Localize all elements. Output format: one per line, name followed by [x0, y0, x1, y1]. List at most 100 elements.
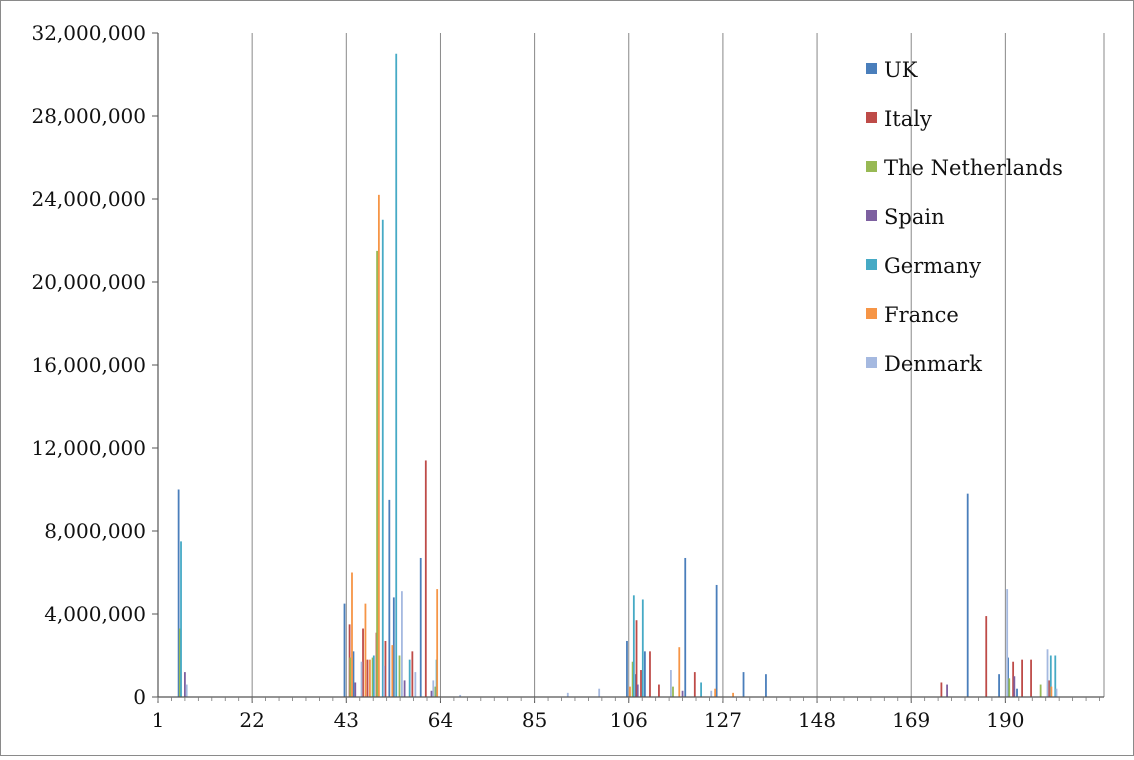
bar-germany-6: [632, 595, 635, 697]
bar-france-8: [714, 688, 717, 697]
y-tick-label: 28,000,000: [31, 104, 146, 128]
legend-label-denmark: Denmark: [884, 352, 982, 376]
bar-denmark-0: [185, 684, 188, 697]
bar-the-netherlands-3: [376, 250, 378, 697]
bar-italy-2: [366, 659, 369, 697]
bar-denmark-10: [710, 690, 713, 697]
y-axis-tick-labels: 0 4,000,000 8,000,000 12,000,000 16,000,000 2…: [31, 21, 146, 709]
bar-italy-7: [635, 620, 638, 697]
bar-denmark-6: [459, 694, 462, 697]
bar-the-netherlands-9: [1039, 684, 1042, 697]
y-tick-label: 20,000,000: [31, 270, 146, 294]
y-tick-label: 32,000,000: [31, 21, 146, 45]
bar-france-4: [391, 645, 394, 697]
bar-denmark-7: [566, 692, 569, 697]
bar-germany-10: [1054, 655, 1057, 697]
bar-uk-1: [343, 603, 346, 697]
bar-uk-6: [419, 557, 422, 697]
bar-germany-1: [372, 655, 375, 697]
legend-label-germany: Germany: [884, 254, 981, 278]
bar-spain-6: [946, 684, 948, 697]
bar-germany-0: [180, 541, 182, 697]
bar-denmark-9: [670, 670, 672, 697]
bar-the-netherlands-8: [1008, 678, 1011, 697]
bar-italy-14: [1012, 661, 1015, 697]
y-tick-label: 12,000,000: [31, 436, 146, 460]
bar-france-0: [351, 572, 353, 697]
bar-italy-10: [658, 684, 660, 697]
bar-uk-9: [643, 651, 646, 697]
legend-swatch-spain: [866, 210, 877, 221]
x-tick-label: 43: [334, 708, 359, 732]
bar-denmark-4: [414, 672, 417, 697]
bar-uk-13: [765, 674, 767, 697]
bar-france-3: [377, 194, 380, 697]
x-tick-label: 148: [798, 708, 836, 732]
bar-denmark-12: [1046, 649, 1049, 697]
bar-germany-7: [641, 599, 644, 697]
bars-layer: [177, 53, 1058, 697]
bar-uk-5: [392, 597, 395, 697]
bar-uk-10: [684, 557, 687, 697]
bar-germany-9: [1049, 655, 1052, 697]
x-tick-label: 169: [892, 708, 930, 732]
y-tick-label: 16,000,000: [31, 353, 146, 377]
bar-denmark-3: [401, 591, 403, 697]
legend: UK Italy The Netherlands Spain Germany France…: [866, 58, 1063, 376]
bar-uk-11: [715, 584, 718, 697]
bar-france-5: [436, 589, 439, 697]
bar-italy-17: [1048, 680, 1050, 697]
x-tick-label: 64: [428, 708, 453, 732]
bar-uk-15: [998, 674, 1000, 697]
bar-spain-1: [354, 682, 357, 697]
bar-the-netherlands-7: [672, 686, 674, 697]
bar-italy-16: [1030, 659, 1032, 697]
bar-italy-8: [640, 670, 642, 697]
y-tick-label: 0: [133, 685, 146, 709]
legend-swatch-uk: [866, 63, 877, 74]
bar-uk-17: [1016, 688, 1018, 697]
bar-france-10: [1050, 686, 1053, 697]
legend-swatch-denmark: [866, 357, 877, 368]
bar-the-netherlands-4: [398, 655, 401, 697]
bar-denmark-8: [598, 688, 601, 697]
bar-germany-8: [700, 682, 702, 697]
bar-the-netherlands-1: [349, 657, 352, 697]
x-axis-tick-labels: 1 22 43 64 85 106 127 148 169 190: [152, 708, 1025, 732]
legend-swatch-france: [866, 308, 877, 319]
bar-italy-11: [693, 672, 696, 697]
bar-germany-4: [408, 659, 411, 697]
bar-denmark-1: [360, 661, 363, 697]
bar-uk-14: [966, 493, 969, 697]
bar-uk-2: [352, 651, 355, 697]
bar-the-netherlands-2: [371, 657, 374, 697]
bar-denmark-13: [1055, 688, 1058, 697]
x-tick-label: 127: [704, 708, 742, 732]
x-tick-label: 106: [610, 708, 648, 732]
y-tick-label: 8,000,000: [44, 519, 146, 543]
bar-uk-4: [388, 499, 391, 697]
legend-label-france: France: [884, 303, 959, 327]
legend-swatch-italy: [866, 112, 877, 123]
bar-the-netherlands-0: [178, 628, 181, 697]
bar-denmark-2: [383, 665, 385, 697]
bar-italy-15: [1021, 659, 1023, 697]
x-tick-label: 190: [986, 708, 1024, 732]
bar-spain-2: [403, 680, 406, 697]
bar-uk-0: [177, 489, 180, 697]
legend-label-spain: Spain: [884, 205, 945, 229]
x-tick-label: 22: [239, 708, 264, 732]
bar-uk-7: [626, 640, 628, 697]
legend-label-uk: UK: [884, 58, 918, 82]
bar-spain-0: [184, 672, 186, 697]
axes: [152, 32, 1104, 703]
bar-spain-5: [681, 690, 684, 697]
bar-france-9: [732, 692, 734, 697]
bar-spain-3: [430, 690, 433, 697]
bar-italy-12: [940, 682, 943, 697]
bar-italy-5: [411, 651, 414, 697]
bar-uk-12: [742, 672, 745, 697]
bar-france-2: [369, 659, 371, 697]
